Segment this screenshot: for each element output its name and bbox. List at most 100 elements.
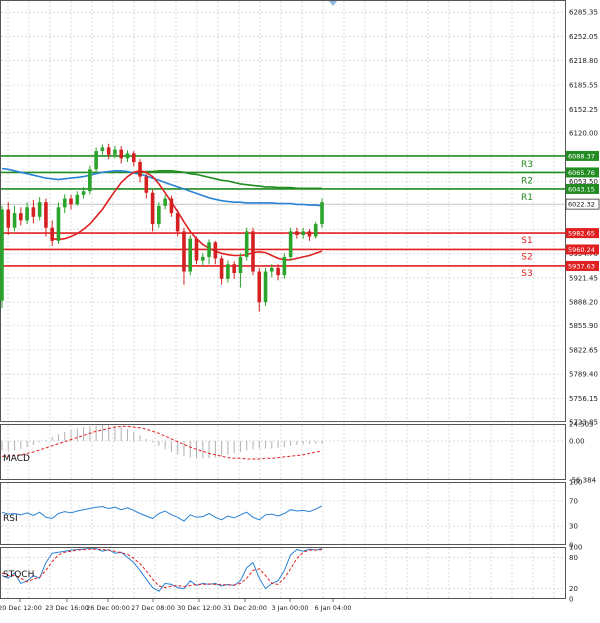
current-price-label: 6022.32 [568, 201, 595, 209]
stoch-ytick-label: 100 [569, 544, 582, 552]
candle-body [69, 198, 73, 205]
level-tag-label: 6043.15 [568, 185, 595, 193]
price-ytick-label: 6152.25 [569, 106, 598, 114]
rsi-ytick-label: 70 [569, 497, 578, 505]
candle-body [226, 264, 230, 279]
candle-body [301, 231, 305, 236]
x-tick-label: 3 Jan 00:00 [271, 604, 308, 612]
candle-body [81, 191, 86, 195]
price-indicator-line-1 [139, 170, 322, 190]
rsi-ytick-label: 0 [569, 542, 573, 550]
macd-ytick-label: -56.384 [569, 477, 597, 485]
candle-body [12, 213, 17, 228]
macd-ytick-label: 24.503 [569, 421, 594, 429]
candle-body [163, 198, 167, 206]
current-price-tag [565, 198, 600, 210]
scroll-marker-icon [329, 1, 337, 6]
candle-body [62, 198, 67, 208]
level-tag-label: 5960.24 [568, 246, 595, 254]
price-ytick-label: 6120.00 [569, 129, 598, 137]
stoch-d-line [1, 548, 323, 589]
candle-body [19, 213, 23, 221]
candle-body [200, 256, 205, 261]
stoch-ytick-label: 20 [569, 585, 578, 593]
level-tag-r2 [566, 167, 599, 178]
price-ytick-label: 5822.65 [569, 346, 598, 354]
level-label-s1: S1 [521, 236, 532, 246]
rsi-ytick-label: 100 [569, 479, 582, 487]
candle-body [270, 267, 274, 272]
candle-body [100, 147, 105, 152]
level-tag-s2 [566, 244, 599, 255]
candle-body [194, 238, 199, 261]
candle-body [244, 231, 249, 257]
candle-body [257, 271, 262, 303]
level-tag-s1 [566, 228, 599, 239]
candle-body [119, 149, 124, 159]
stoch-k-line [1, 548, 323, 592]
price-ytick-label: 5756.15 [569, 395, 598, 403]
candle-body [138, 162, 142, 177]
price-ytick-label: 5855.90 [569, 322, 598, 330]
candle-body [295, 231, 299, 236]
panel-frame-price [0, 0, 566, 422]
candle-body [25, 207, 29, 221]
candle-body [219, 258, 224, 279]
level-tag-s3 [566, 260, 599, 271]
candle-body [320, 202, 324, 225]
candle-body [276, 267, 280, 276]
price-ytick-label: 6218.80 [569, 57, 598, 65]
macd-signal-line [2, 425, 323, 460]
candle-body [31, 207, 36, 217]
candle-body [75, 194, 80, 205]
candle-body [157, 205, 161, 225]
rsi-line-0 [1, 505, 323, 522]
macd-ytick-label: 0.00 [569, 437, 585, 445]
candle-body [188, 238, 193, 272]
price-indicator-line-2 [52, 169, 323, 261]
candle-body [6, 209, 11, 228]
candle-body [56, 207, 61, 241]
candle-body [131, 153, 136, 163]
candle-body [238, 256, 243, 273]
stoch-ytick-label: 80 [569, 554, 578, 562]
x-tick-label: 27 Dec 08:00 [131, 604, 175, 612]
candle-body [113, 149, 117, 155]
candle-body [88, 169, 92, 192]
candle-body [37, 202, 42, 217]
price-ytick-label: 5789.40 [569, 371, 598, 379]
x-tick-label: 23 Dec 16:00 [45, 604, 89, 612]
candle-body [182, 231, 186, 272]
candle-body [169, 198, 174, 214]
macd-label: MACD [3, 454, 30, 464]
candle-body [150, 192, 155, 225]
panel-frame-rsi [0, 482, 566, 545]
x-tick-label: 31 Dec 20:00 [223, 604, 267, 612]
x-tick-label: 20 Dec 12:00 [0, 604, 42, 612]
price-ytick-label: 6252.05 [569, 33, 598, 41]
candle-body [44, 202, 48, 228]
price-indicator-line-0 [1, 167, 323, 207]
candle-body [144, 176, 149, 193]
price-ytick-label: 5888.20 [569, 299, 598, 307]
candle-body [232, 264, 236, 273]
candle-body [125, 153, 130, 159]
level-label-s2: S2 [521, 252, 532, 262]
price-ytick-label: 5723.85 [569, 419, 598, 427]
level-label-r3: R3 [521, 160, 533, 170]
rsi-label: RSI [3, 514, 18, 524]
price-ytick-label: 6285.35 [569, 9, 598, 17]
x-tick-label: 30 Dec 12:00 [177, 604, 221, 612]
panel-frame-macd [0, 424, 566, 480]
stoch-label: STOCH [3, 570, 34, 580]
candle-body [50, 227, 54, 241]
level-tag-r3 [566, 150, 599, 161]
candle-body [0, 209, 4, 301]
candle-body [307, 231, 312, 237]
candle-body [288, 231, 293, 257]
level-tag-label: 6088.37 [568, 152, 595, 160]
level-tag-label: 6065.76 [568, 169, 595, 177]
candle-body [207, 242, 211, 257]
